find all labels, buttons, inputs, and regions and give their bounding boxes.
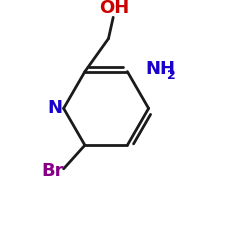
Text: 2: 2 xyxy=(168,69,176,82)
Text: N: N xyxy=(48,100,63,117)
Text: NH: NH xyxy=(145,60,175,78)
Text: OH: OH xyxy=(99,0,130,17)
Text: Br: Br xyxy=(42,162,64,180)
